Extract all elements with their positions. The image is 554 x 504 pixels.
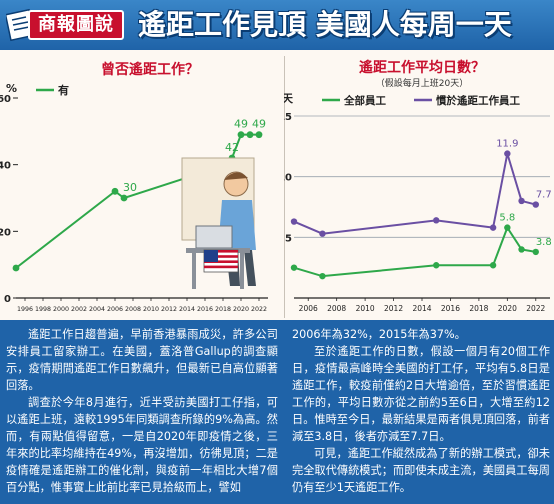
- article-paragraph: 調查於今年8月進行，近半受訪美國打工仔指，可以遙距上班，遠較1995年同類調查所…: [6, 396, 278, 494]
- person-hair: [224, 172, 248, 180]
- badge-group: 商報圖說: [6, 6, 124, 44]
- article-paragraph: 遙距工作日趨普遍，早前香港暴雨成災，許多公司安排員工留家辦工。在美國，蓋洛普Ga…: [6, 328, 278, 392]
- legend-label: 慣於遙距工作員工: [435, 94, 520, 107]
- chart-legend: 全部員工 慣於遙距工作員工: [322, 94, 520, 107]
- y-axis-label: 天: [284, 92, 294, 105]
- data-label: 11.9: [496, 139, 518, 150]
- x-tick-label: 2014: [412, 304, 431, 313]
- x-tick-label: 2000: [53, 306, 69, 313]
- chart-panel: [0, 50, 554, 320]
- data-point: [290, 218, 298, 225]
- legend-label: 全部員工: [343, 94, 386, 107]
- chart-title: 遙距工作平均日數？: [359, 59, 485, 76]
- data-label: 42: [225, 141, 239, 154]
- data-label: 30: [123, 181, 137, 194]
- x-tick-label: 2004: [89, 306, 105, 313]
- x-tick-label: 2002: [71, 306, 87, 313]
- y-tick-label: 60: [0, 94, 11, 105]
- x-tick-label: 2008: [125, 306, 141, 313]
- x-tick-label: 2018: [215, 306, 231, 313]
- y-tick-label: 10: [284, 173, 292, 184]
- x-tick-label: 2020: [233, 306, 249, 313]
- data-point: [532, 248, 539, 256]
- x-tick-label: 2006: [299, 304, 318, 313]
- chart-remote-work-days: 遙距工作平均日數？ （假設每月上班20天） 天 全部員工 慣於遙距工作員工 5 1…: [284, 59, 552, 313]
- chart-title: 曾否遙距工作？: [101, 61, 199, 78]
- article-column-left: 遙距工作日趨普遍，早前香港暴雨成災，許多公司安排員工留家辦工。在美國，蓋洛普Ga…: [6, 326, 278, 496]
- x-tick-label: 1996: [17, 306, 33, 313]
- x-tick-label: 2018: [469, 304, 488, 313]
- section-badge: 商報圖說: [28, 10, 124, 40]
- chart-marks: 5.8 3.8 11.9 7.7: [290, 139, 552, 280]
- data-point: [433, 262, 440, 269]
- legend-label: 有: [58, 83, 69, 97]
- x-tick-label: 2010: [356, 304, 375, 313]
- data-point: [433, 217, 440, 224]
- article-paragraph: 可見，遙距工作縱然成為了新的辦工模式，卻未完全取代傳統模式；而即使未成主流，美國…: [292, 447, 550, 494]
- article-body: 遙距工作日趨普遍，早前香港暴雨成災，許多公司安排員工留家辦工。在美國，蓋洛普Ga…: [0, 320, 554, 504]
- header-banner: 商報圖說 遙距工作見頂 美國人每周一天: [0, 0, 554, 50]
- x-tick-label: 2012: [384, 304, 403, 313]
- data-point: [246, 131, 254, 139]
- data-point: [290, 264, 298, 271]
- y-axis-label: %: [6, 82, 17, 95]
- chart-divider: [284, 56, 285, 318]
- x-tick-label: 2014: [179, 306, 195, 313]
- data-point: [120, 194, 128, 202]
- x-tick-label: 2010: [143, 306, 159, 313]
- y-tick-label: 0: [4, 294, 11, 305]
- y-tick-label: 5: [285, 233, 292, 244]
- laptop-screen: [195, 225, 233, 249]
- x-tick-label: 2022: [526, 304, 545, 313]
- data-point: [12, 264, 20, 272]
- chart-subtitle: （假設每月上班20天）: [376, 77, 468, 89]
- data-label: 7.7: [536, 190, 552, 201]
- data-point: [518, 197, 525, 205]
- x-tick-label: 2020: [498, 304, 517, 313]
- article-paragraph: 至於遙距工作的日數，假設一個月有20個工作日，疫情最高峰時全美國的打工仔，平均有…: [292, 345, 550, 443]
- x-tick-label: 2012: [161, 306, 177, 313]
- data-point: [237, 131, 245, 139]
- data-point: [489, 262, 497, 269]
- us-flag-icon: [203, 249, 239, 273]
- x-tick-label: 2006: [107, 306, 123, 313]
- data-point: [532, 201, 539, 208]
- data-point: [255, 131, 263, 139]
- chart-axes: 5 10 15 2006 2008 2010 2012 2014 2016 2018 2020 202…: [284, 112, 550, 313]
- article-column-right: 2006年為32%，2015年為37%。 至於遙距工作的日數，假設一個月有20個…: [292, 326, 550, 496]
- remote-worker-illustration: [181, 157, 256, 289]
- data-point: [504, 224, 511, 231]
- x-tick-label: 2008: [327, 304, 346, 313]
- data-label: 49: [252, 118, 266, 131]
- data-point: [111, 187, 119, 195]
- data-label: 49: [234, 118, 248, 131]
- data-point: [319, 272, 326, 280]
- series-line: [293, 225, 536, 278]
- x-tick-label: 2016: [441, 304, 460, 313]
- chart-legend: 有: [36, 83, 69, 97]
- data-point: [504, 150, 511, 157]
- y-tick-label: 20: [0, 227, 11, 238]
- page-title: 遙距工作見頂 美國人每周一天: [138, 8, 512, 41]
- data-label: 3.8: [536, 237, 552, 248]
- article-paragraph: 2006年為32%，2015年為37%。: [292, 328, 466, 341]
- x-tick-label: 2016: [197, 306, 213, 313]
- data-label: 5.8: [499, 213, 515, 224]
- data-point: [518, 246, 525, 253]
- y-tick-label: 15: [284, 112, 292, 123]
- data-point: [319, 230, 326, 237]
- x-tick-label: 1998: [35, 306, 51, 313]
- y-tick-label: 40: [0, 161, 11, 172]
- x-tick-label: 2022: [251, 306, 267, 313]
- data-point: [489, 224, 497, 231]
